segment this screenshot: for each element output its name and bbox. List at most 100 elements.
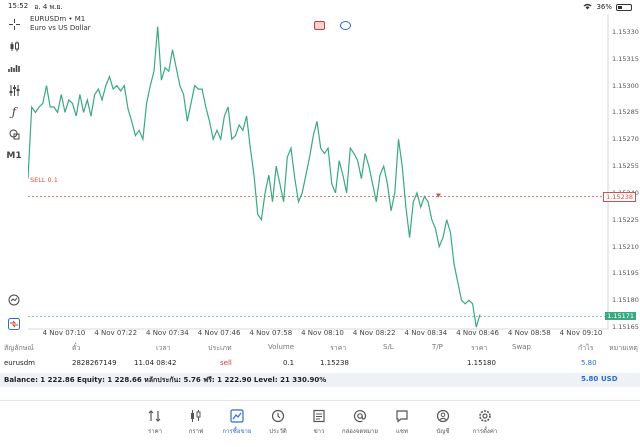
balance-bar: Balance: 1 222.86 Equity: 1 228.66 หลักป… — [0, 373, 640, 387]
objects-icon[interactable] — [6, 126, 22, 142]
nav-item-news[interactable]: ข่าว — [299, 409, 339, 436]
x-axis: 4 Nov 07:10 4 Nov 07:22 4 Nov 07:34 4 Nov 0… — [28, 329, 608, 339]
nav-item-label: ประวัติ — [269, 428, 287, 435]
nav-item-label: แชท — [396, 428, 408, 435]
y-tick-label: 1.15195 — [612, 269, 639, 278]
column-header[interactable]: กำไร — [578, 344, 594, 352]
position-type: sell — [220, 359, 232, 367]
position-ticket: 2828267149 — [72, 359, 117, 367]
account-icon — [436, 409, 450, 423]
y-tick-label: 1.15315 — [612, 54, 639, 63]
total-profit: 5.80 — [581, 375, 599, 383]
x-tick-label: 4 Nov 07:46 — [197, 329, 241, 337]
x-tick-label: 4 Nov 08:34 — [404, 329, 448, 337]
column-header[interactable]: Volume — [268, 343, 295, 351]
y-axis: 1.15330 1.15315 1.15300 1.15285 1.15270 1.152… — [603, 14, 640, 334]
nav-item-mailbox[interactable]: กล่องจดหมาย — [340, 409, 380, 436]
nav-item-label: กราฟ — [188, 428, 204, 435]
positions-header: สัญลักษณ์ ตั๋ว เวลา ประเภท Volume ราคา S/L T/P ร… — [0, 341, 640, 355]
price-chart[interactable] — [27, 14, 640, 336]
x-tick-label: 4 Nov 09:10 — [559, 329, 603, 337]
nav-item-quotes[interactable]: ราคา — [135, 409, 175, 436]
price-series-line — [27, 26, 481, 328]
wifi-icon — [583, 3, 592, 12]
battery-percent: 36% — [596, 3, 612, 11]
buy-quick-button[interactable] — [340, 21, 351, 30]
x-tick-label: 4 Nov 08:58 — [507, 329, 551, 337]
zoom-icon[interactable] — [6, 292, 22, 308]
chart-type-candles-icon[interactable] — [6, 38, 22, 54]
column-header[interactable]: ประเภท — [208, 344, 232, 352]
y-tick-label: 1.15300 — [612, 81, 639, 90]
current-price-tag: 1.15171 — [605, 312, 636, 321]
x-tick-label: 4 Nov 07:58 — [249, 329, 293, 337]
indicators-icon[interactable] — [6, 82, 22, 98]
x-tick-label: 4 Nov 07:10 — [42, 329, 86, 337]
position-volume: 0.1 — [283, 359, 295, 367]
nav-item-label: การตั้งค่า — [472, 428, 498, 435]
nav-item-settings[interactable]: การตั้งค่า — [465, 409, 505, 436]
y-tick-label: 1.15330 — [612, 27, 639, 36]
quotes-icon — [148, 409, 162, 423]
chart-candles-icon — [189, 409, 203, 423]
y-tick-label: 1.15165 — [612, 323, 639, 332]
account-currency: USD — [601, 375, 618, 383]
nav-item-label: ข่าว — [313, 428, 325, 435]
sell-quick-button[interactable] — [314, 21, 325, 30]
nav-item-label: การซื้อขาย — [222, 428, 252, 435]
one-click-trading-icon[interactable] — [6, 316, 22, 332]
nav-item-label: กล่องจดหมาย — [341, 428, 379, 435]
status-bar: 15:52 อ. 4 พ.ย. 36% — [0, 0, 640, 14]
chart-description: Euro vs US Dollar — [30, 24, 91, 32]
function-icon[interactable]: ƒ — [11, 105, 17, 119]
bottom-nav: ราคา กราฟ การซื้อขาย ประวัติ ข่าว กล่องจดหมาย… — [0, 400, 640, 447]
x-tick-label: 4 Nov 07:22 — [94, 329, 138, 337]
chat-icon — [395, 409, 409, 423]
crosshair-icon[interactable] — [6, 16, 22, 32]
column-header[interactable]: ราคา — [330, 344, 347, 352]
y-tick-label: 1.15285 — [612, 108, 639, 117]
position-open-price: 1.15238 — [320, 359, 349, 367]
column-header[interactable]: หมายเหตุ — [609, 344, 638, 352]
volumes-icon[interactable] — [6, 60, 22, 76]
nav-item-label: ราคา — [148, 428, 162, 435]
column-header[interactable]: T/P — [432, 343, 443, 351]
column-header[interactable]: ราคา — [471, 344, 488, 352]
y-tick-label: 1.15180 — [612, 296, 639, 305]
history-icon — [271, 409, 285, 423]
nav-item-account[interactable]: บัญชี — [423, 409, 463, 436]
y-tick-label: 1.15270 — [612, 135, 639, 144]
status-date: อ. 4 พ.ย. — [34, 2, 63, 11]
column-header[interactable]: S/L — [383, 343, 394, 351]
trade-icon — [230, 409, 244, 423]
timeframe-button[interactable]: M1 — [6, 151, 22, 161]
table-row[interactable]: eurusdm 2828267149 11.04 08:42 sell 0.1 … — [0, 357, 640, 371]
x-tick-label: 4 Nov 07:34 — [146, 329, 189, 337]
news-icon — [312, 409, 326, 423]
column-header[interactable]: ตั๋ว — [72, 344, 81, 352]
position-symbol: eurusdm — [4, 359, 35, 367]
y-tick-label: 1.15210 — [612, 242, 639, 251]
nav-item-label: บัญชี — [436, 428, 450, 435]
column-header[interactable]: เวลา — [156, 344, 171, 352]
sell-price-tag: 1.15238 — [603, 192, 636, 203]
balance-summary: Balance: 1 222.86 Equity: 1 228.66 หลักป… — [4, 376, 327, 384]
y-tick-label: 1.15225 — [612, 215, 639, 224]
nav-item-chart-candles[interactable]: กราฟ — [176, 409, 216, 436]
sell-entry-marker — [436, 193, 441, 198]
price-chart-svg — [27, 14, 609, 330]
sell-line-label: SELL 0.1 — [30, 176, 58, 184]
nav-item-trade[interactable]: การซื้อขาย — [217, 409, 257, 436]
column-header[interactable]: Swap — [512, 343, 531, 351]
status-time: 15:52 — [8, 1, 29, 10]
battery-icon — [616, 3, 632, 11]
position-current-price: 1.15180 — [467, 359, 496, 367]
column-header[interactable]: สัญลักษณ์ — [4, 344, 34, 352]
nav-item-history[interactable]: ประวัติ — [258, 409, 298, 436]
settings-icon — [478, 409, 492, 423]
nav-item-chat[interactable]: แชท — [382, 409, 422, 436]
y-tick-label: 1.15255 — [612, 162, 639, 171]
mailbox-icon — [353, 409, 367, 423]
chart-symbol: EURUSDm • M1 — [30, 15, 86, 23]
chart-toolbar: ƒ M1 — [0, 14, 28, 334]
